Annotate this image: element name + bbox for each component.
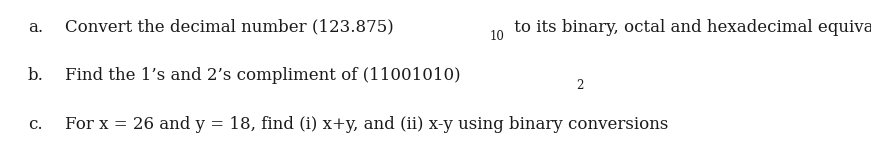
Text: Find the 1’s and 2’s compliment of (11001010): Find the 1’s and 2’s compliment of (1100… [65,67,461,85]
Text: to its binary, octal and hexadecimal equivalents: to its binary, octal and hexadecimal equ… [509,19,871,36]
Text: 10: 10 [490,30,504,43]
Text: c.: c. [28,116,43,133]
Text: a.: a. [28,19,43,36]
Text: Convert the decimal number (123.875): Convert the decimal number (123.875) [65,19,394,36]
Text: b.: b. [28,67,44,85]
Text: For x = 26 and y = 18, find (i) x+y, and (ii) x-y using binary conversions: For x = 26 and y = 18, find (i) x+y, and… [65,116,669,133]
Text: 2: 2 [576,79,584,92]
